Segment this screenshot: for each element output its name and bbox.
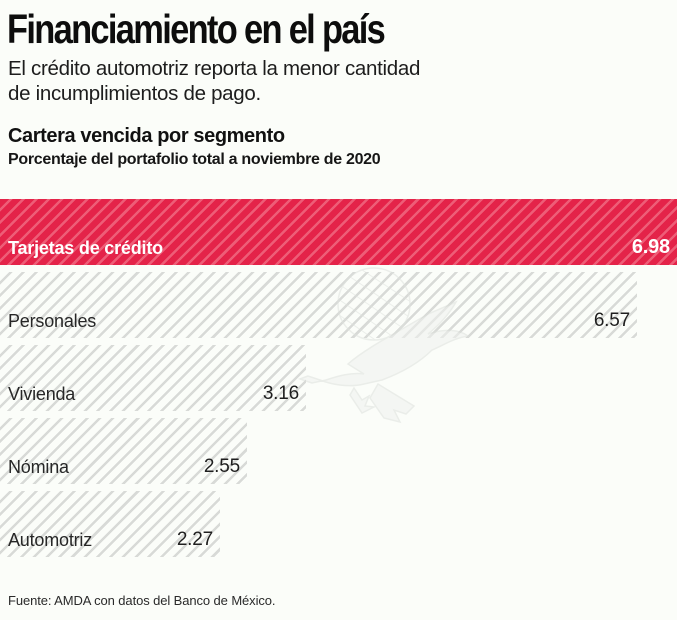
page-subtitle: El crédito automotriz reporta la menor c…	[8, 56, 420, 106]
bar-label-personales: Personales	[8, 311, 97, 331]
bar-value-personales: 6.57	[593, 310, 630, 331]
bar-label-tarjetas-de-credito: Tarjetas de crédito	[8, 238, 163, 258]
source-note: Fuente: AMDA con datos del Banco de Méxi…	[8, 593, 276, 608]
page-title: Financiamiento en el país	[7, 6, 386, 52]
chart-subtitle: Porcentaje del portafolio total a noviem…	[8, 151, 381, 168]
bar-row-nomina: Nómina 2.55	[0, 418, 247, 484]
bar-row-vivienda: Vivienda 3.16	[0, 345, 306, 411]
bar-value-nomina: 2.55	[203, 456, 240, 477]
bar-value-tarjetas-de-credito: 6.98	[631, 236, 670, 258]
bar-label-nomina: Nómina	[8, 457, 69, 477]
page-subtitle-line-2: de incumplimientos de pago.	[8, 82, 261, 105]
bar-row-tarjetas-de-credito: Tarjetas de crédito 6.98	[0, 199, 677, 265]
bar-label-vivienda: Vivienda	[8, 384, 76, 404]
page-subtitle-line-1: El crédito automotriz reporta la menor c…	[8, 57, 421, 80]
chart-title: Cartera vencida por segmento	[8, 125, 285, 147]
bar-row-automotriz: Automotriz 2.27	[0, 491, 220, 557]
bar-label-automotriz: Automotriz	[8, 530, 93, 550]
bar-row-personales: Personales 6.57	[0, 272, 637, 338]
bar-value-automotriz: 2.27	[176, 529, 213, 550]
bar-value-vivienda: 3.16	[262, 383, 299, 404]
